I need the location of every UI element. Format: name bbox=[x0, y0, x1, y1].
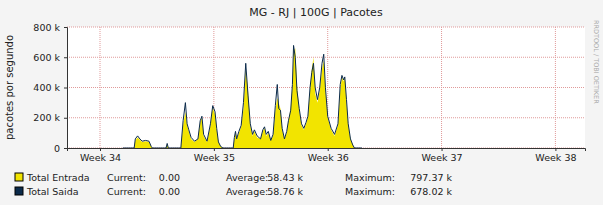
line bbox=[123, 45, 362, 148]
legend-stat-value: 678.02 k bbox=[410, 186, 452, 197]
x-tick-label: Week 36 bbox=[308, 152, 349, 163]
y-tick-label: 400 k bbox=[33, 82, 60, 93]
legend-stat-label: Maximum: bbox=[345, 172, 395, 183]
legend-swatch bbox=[15, 173, 23, 181]
legend-stat-value: 797.37 k bbox=[410, 172, 452, 183]
x-tick-mark bbox=[214, 148, 215, 151]
y-tick-mark bbox=[64, 27, 67, 28]
x-tick: Week 34 bbox=[80, 148, 121, 163]
x-tick-label: Week 34 bbox=[80, 152, 121, 163]
x-axis: Week 34 Week 35 Week 36 Week 37 Week 38 bbox=[68, 148, 586, 163]
y-tick-label: 600 k bbox=[33, 52, 60, 63]
x-tick-label: Week 37 bbox=[421, 152, 462, 163]
x-tick-mark bbox=[555, 148, 556, 151]
legend-stat-label: Current: bbox=[107, 172, 146, 183]
legend-stat-label: Average: bbox=[226, 186, 268, 197]
y-tick-label: 0 bbox=[54, 143, 60, 154]
y-axis-title: pacotes por segundo bbox=[4, 35, 15, 140]
y-tick: 600 k bbox=[33, 52, 67, 63]
y-tick: 200 k bbox=[33, 112, 67, 123]
y-grid-line bbox=[67, 27, 585, 28]
x-tick-label: Week 38 bbox=[535, 152, 576, 163]
x-tick: Week 36 bbox=[308, 148, 349, 163]
legend-label: Total Entrada bbox=[26, 172, 90, 183]
y-tick-label: 200 k bbox=[33, 112, 60, 123]
x-grid-line bbox=[555, 27, 556, 148]
y-grid-line bbox=[67, 87, 585, 88]
y-tick-label: 800 k bbox=[33, 22, 60, 33]
x-axis-line bbox=[68, 149, 586, 152]
legend-stat-label: Maximum: bbox=[345, 186, 395, 197]
y-axis: 0 200 k 400 k 600 k 800 k bbox=[33, 22, 67, 154]
y-tick: 800 k bbox=[33, 22, 67, 33]
legend-stat-label: Average: bbox=[226, 172, 268, 183]
watermark: RRDTOOL / TOBI OETIKER bbox=[592, 20, 600, 104]
y-tick-mark bbox=[64, 118, 67, 119]
legend-stat-value: 58.43 k bbox=[267, 172, 303, 183]
x-tick: Week 37 bbox=[421, 148, 462, 163]
title: MG - RJ | 100G | Pacotes bbox=[249, 6, 383, 19]
legend-stat-label: Current: bbox=[107, 186, 146, 197]
marks bbox=[123, 45, 362, 148]
legend-stat-value: 0.00 bbox=[159, 186, 180, 197]
y-tick: 0 bbox=[54, 143, 67, 154]
grid bbox=[67, 27, 585, 148]
legend-stat-value: 0.00 bbox=[159, 172, 180, 183]
x-tick-mark bbox=[442, 148, 443, 151]
legend: Total EntradaCurrent:0.00Average:58.43 k… bbox=[15, 172, 452, 197]
legend-label: Total Saida bbox=[26, 186, 79, 197]
y-grid-line bbox=[67, 57, 585, 58]
legend-swatch bbox=[15, 187, 23, 195]
x-tick-label: Week 35 bbox=[194, 152, 235, 163]
x-grid-line bbox=[441, 27, 442, 148]
legend-stat-value: 58.76 k bbox=[267, 186, 303, 197]
x-grid-line bbox=[100, 27, 101, 148]
y-tick-mark bbox=[64, 88, 67, 89]
y-axis-line bbox=[64, 28, 68, 149]
plot-area bbox=[67, 27, 585, 148]
x-tick-mark bbox=[100, 148, 101, 151]
y-tick-mark bbox=[64, 148, 67, 149]
x-tick: Week 35 bbox=[194, 148, 235, 163]
x-tick-mark bbox=[328, 148, 329, 151]
chart: MG - RJ | 100G | Pacotes pacotes por segu… bbox=[0, 0, 603, 205]
y-tick: 400 k bbox=[33, 82, 67, 93]
y-tick-mark bbox=[64, 57, 67, 58]
background bbox=[0, 0, 603, 205]
x-tick: Week 38 bbox=[535, 148, 576, 163]
